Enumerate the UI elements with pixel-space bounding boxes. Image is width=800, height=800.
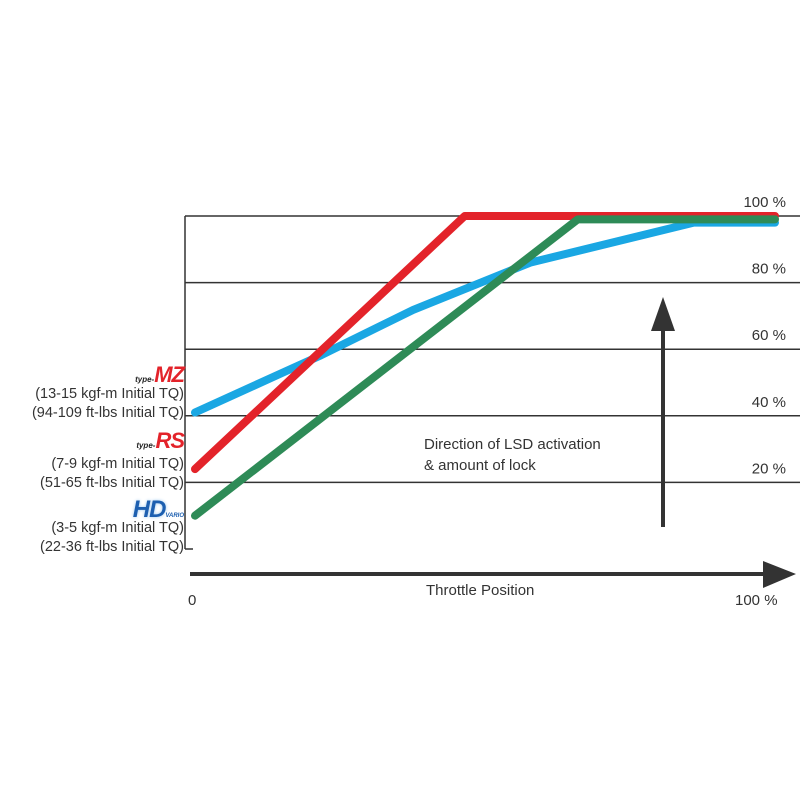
y-tick-label: 100 %	[743, 194, 786, 211]
y-tick-label: 80 %	[752, 261, 786, 278]
y-tick-label: 60 %	[752, 327, 786, 344]
x-tick-0: 0	[188, 592, 197, 609]
rs-torque-ftlbs: (51-65 ft-lbs Initial TQ)	[40, 475, 184, 491]
type-rs-logo: type-RS	[136, 428, 185, 453]
series-line-2	[191, 215, 779, 520]
y-tick-label: 40 %	[752, 394, 786, 411]
mz-torque-kgf: (13-15 kgf-m Initial TQ)	[35, 386, 184, 402]
x-tick-100: 100 %	[735, 592, 778, 609]
hd-torque-kgf: (3-5 kgf-m Initial TQ)	[51, 520, 184, 536]
lsd-arrow-head	[651, 297, 675, 331]
hd-vario-logo: HDVARIO	[132, 496, 184, 523]
type-mz-logo: type-MZ	[135, 362, 185, 387]
series-line-1	[191, 212, 779, 474]
throttle-arrow-head	[763, 561, 796, 588]
annotation-line-2: & amount of lock	[424, 457, 536, 474]
x-label: Throttle Position	[426, 582, 535, 599]
hd-torque-ftlbs: (22-36 ft-lbs Initial TQ)	[40, 539, 184, 555]
rs-torque-kgf: (7-9 kgf-m Initial TQ)	[51, 456, 184, 472]
y-tick-label: 20 %	[752, 460, 786, 477]
annotation-line-1: Direction of LSD activation	[424, 436, 601, 453]
mz-torque-ftlbs: (94-109 ft-lbs Initial TQ)	[31, 405, 184, 421]
